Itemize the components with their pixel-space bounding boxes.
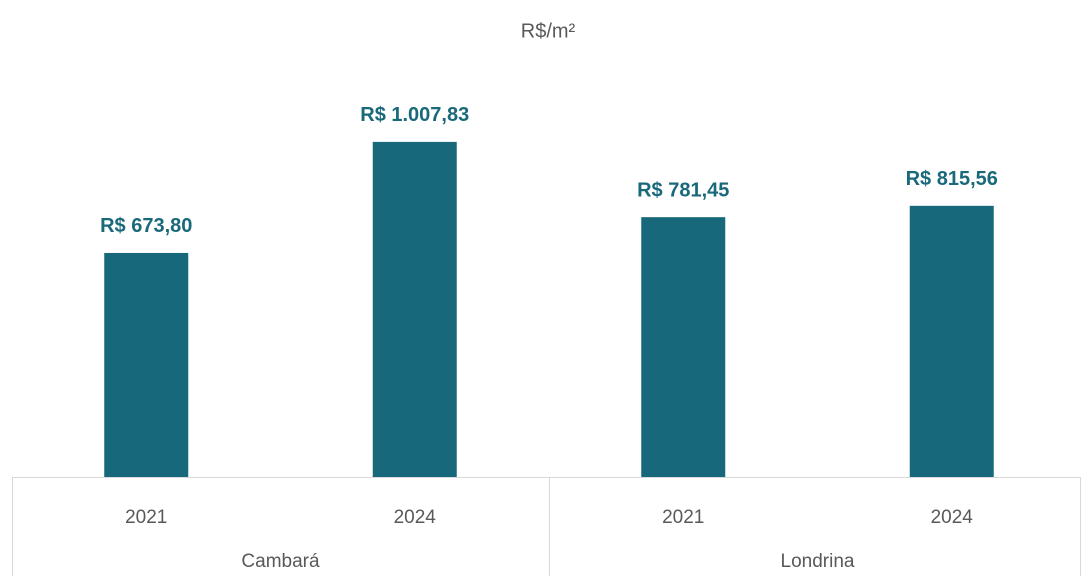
x-tick-label: 2021 bbox=[125, 507, 167, 528]
x-tick-label: 2024 bbox=[931, 507, 974, 528]
group-label: Cambará bbox=[241, 551, 320, 572]
group-label: Londrina bbox=[781, 551, 855, 572]
value-label: R$ 781,45 bbox=[637, 179, 729, 201]
value-label: R$ 1.007,83 bbox=[360, 104, 469, 126]
value-label: R$ 673,80 bbox=[100, 215, 192, 237]
chart-title: R$/m² bbox=[521, 20, 576, 42]
bar bbox=[104, 252, 189, 477]
bar bbox=[909, 205, 994, 477]
bar bbox=[372, 141, 457, 477]
x-tick-label: 2024 bbox=[394, 507, 437, 528]
value-label: R$ 815,56 bbox=[906, 168, 998, 190]
x-tick-label: 2021 bbox=[662, 507, 704, 528]
bar bbox=[641, 217, 726, 477]
